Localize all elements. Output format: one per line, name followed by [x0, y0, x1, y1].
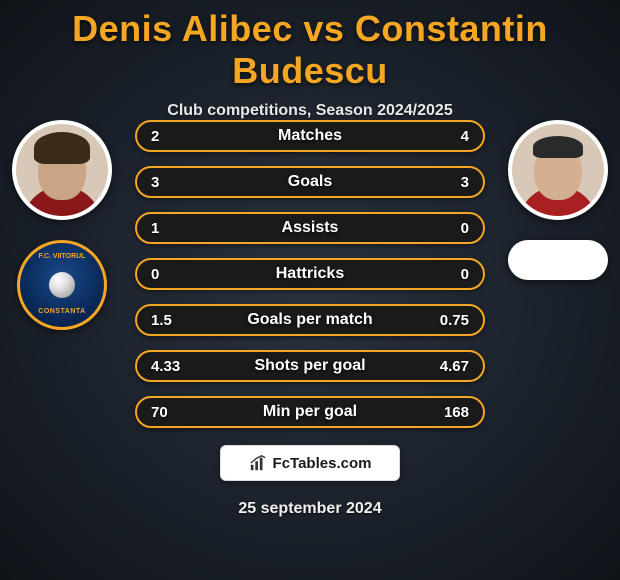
stat-row-spg: 4.33 Shots per goal 4.67	[135, 350, 485, 382]
player2-club-badge	[508, 240, 608, 280]
stat-row-hattricks: 0 Hattricks 0	[135, 258, 485, 290]
stat-right-value: 0	[433, 220, 469, 237]
stat-row-goals: 3 Goals 3	[135, 166, 485, 198]
stat-label: Hattricks	[137, 265, 483, 283]
stat-right-value: 3	[433, 174, 469, 191]
player1-avatar	[12, 120, 112, 220]
player1-club-badge: F.C. VIITORUL CONSTANTA	[17, 240, 107, 330]
stat-right-value: 4	[433, 128, 469, 145]
stat-row-matches: 2 Matches 4	[135, 120, 485, 152]
brand-logo[interactable]: FcTables.com	[220, 445, 400, 481]
stat-right-value: 4.67	[433, 358, 469, 375]
left-column: F.C. VIITORUL CONSTANTA	[12, 120, 112, 330]
stat-label: Matches	[137, 127, 483, 145]
chart-icon	[249, 454, 267, 472]
stat-right-value: 0.75	[433, 312, 469, 329]
subtitle: Club competitions, Season 2024/2025	[0, 102, 620, 120]
stat-label: Goals	[137, 173, 483, 191]
page-title: Denis Alibec vs Constantin Budescu	[0, 0, 620, 92]
stat-row-assists: 1 Assists 0	[135, 212, 485, 244]
stat-row-mpg: 70 Min per goal 168	[135, 396, 485, 428]
stat-label: Goals per match	[137, 311, 483, 329]
player2-avatar	[508, 120, 608, 220]
date-label: 25 september 2024	[0, 500, 620, 518]
stat-label: Assists	[137, 219, 483, 237]
stat-right-value: 168	[433, 404, 469, 421]
brand-text: FcTables.com	[273, 455, 372, 472]
stats-container: 2 Matches 4 3 Goals 3 1 Assists 0 0 Hatt…	[135, 120, 485, 428]
stat-row-gpm: 1.5 Goals per match 0.75	[135, 304, 485, 336]
stat-label: Shots per goal	[137, 357, 483, 375]
stat-label: Min per goal	[137, 403, 483, 421]
right-column	[508, 120, 608, 280]
stat-right-value: 0	[433, 266, 469, 283]
